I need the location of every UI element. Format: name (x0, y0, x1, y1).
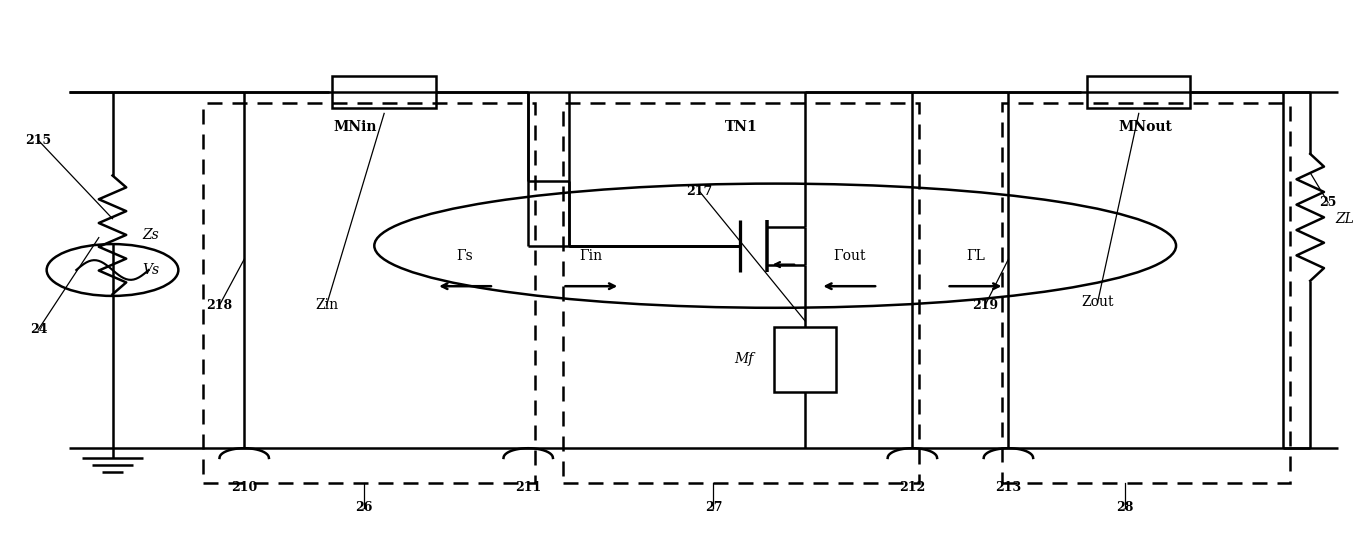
Text: MNout: MNout (1118, 120, 1173, 134)
Text: 219: 219 (971, 299, 999, 312)
Text: Mf: Mf (734, 352, 753, 366)
Text: Vs: Vs (143, 263, 159, 277)
Bar (775, 327, 837, 392)
Text: Γs: Γs (457, 249, 473, 264)
Text: 27: 27 (705, 501, 722, 514)
Text: 217: 217 (686, 185, 713, 198)
Text: 210: 210 (230, 481, 258, 494)
Text: ZL: ZL (1335, 212, 1354, 226)
Bar (332, 76, 436, 108)
Text: ΓL: ΓL (966, 249, 985, 264)
Text: 213: 213 (995, 481, 1022, 494)
Text: Γin: Γin (580, 249, 602, 264)
Text: 24: 24 (30, 323, 47, 336)
Text: TN1: TN1 (724, 120, 757, 134)
Text: 218: 218 (206, 299, 233, 312)
Bar (1087, 76, 1190, 108)
Text: Zout: Zout (1081, 295, 1114, 309)
Text: Zs: Zs (143, 228, 159, 242)
Text: 25: 25 (1320, 196, 1336, 209)
Text: Zin: Zin (316, 298, 338, 312)
Text: MNin: MNin (333, 120, 377, 134)
Text: 215: 215 (25, 134, 52, 147)
Text: 28: 28 (1117, 501, 1133, 514)
Text: 211: 211 (514, 481, 542, 494)
Text: 212: 212 (899, 481, 926, 494)
Text: Γout: Γout (833, 249, 866, 264)
Text: 26: 26 (355, 501, 372, 514)
